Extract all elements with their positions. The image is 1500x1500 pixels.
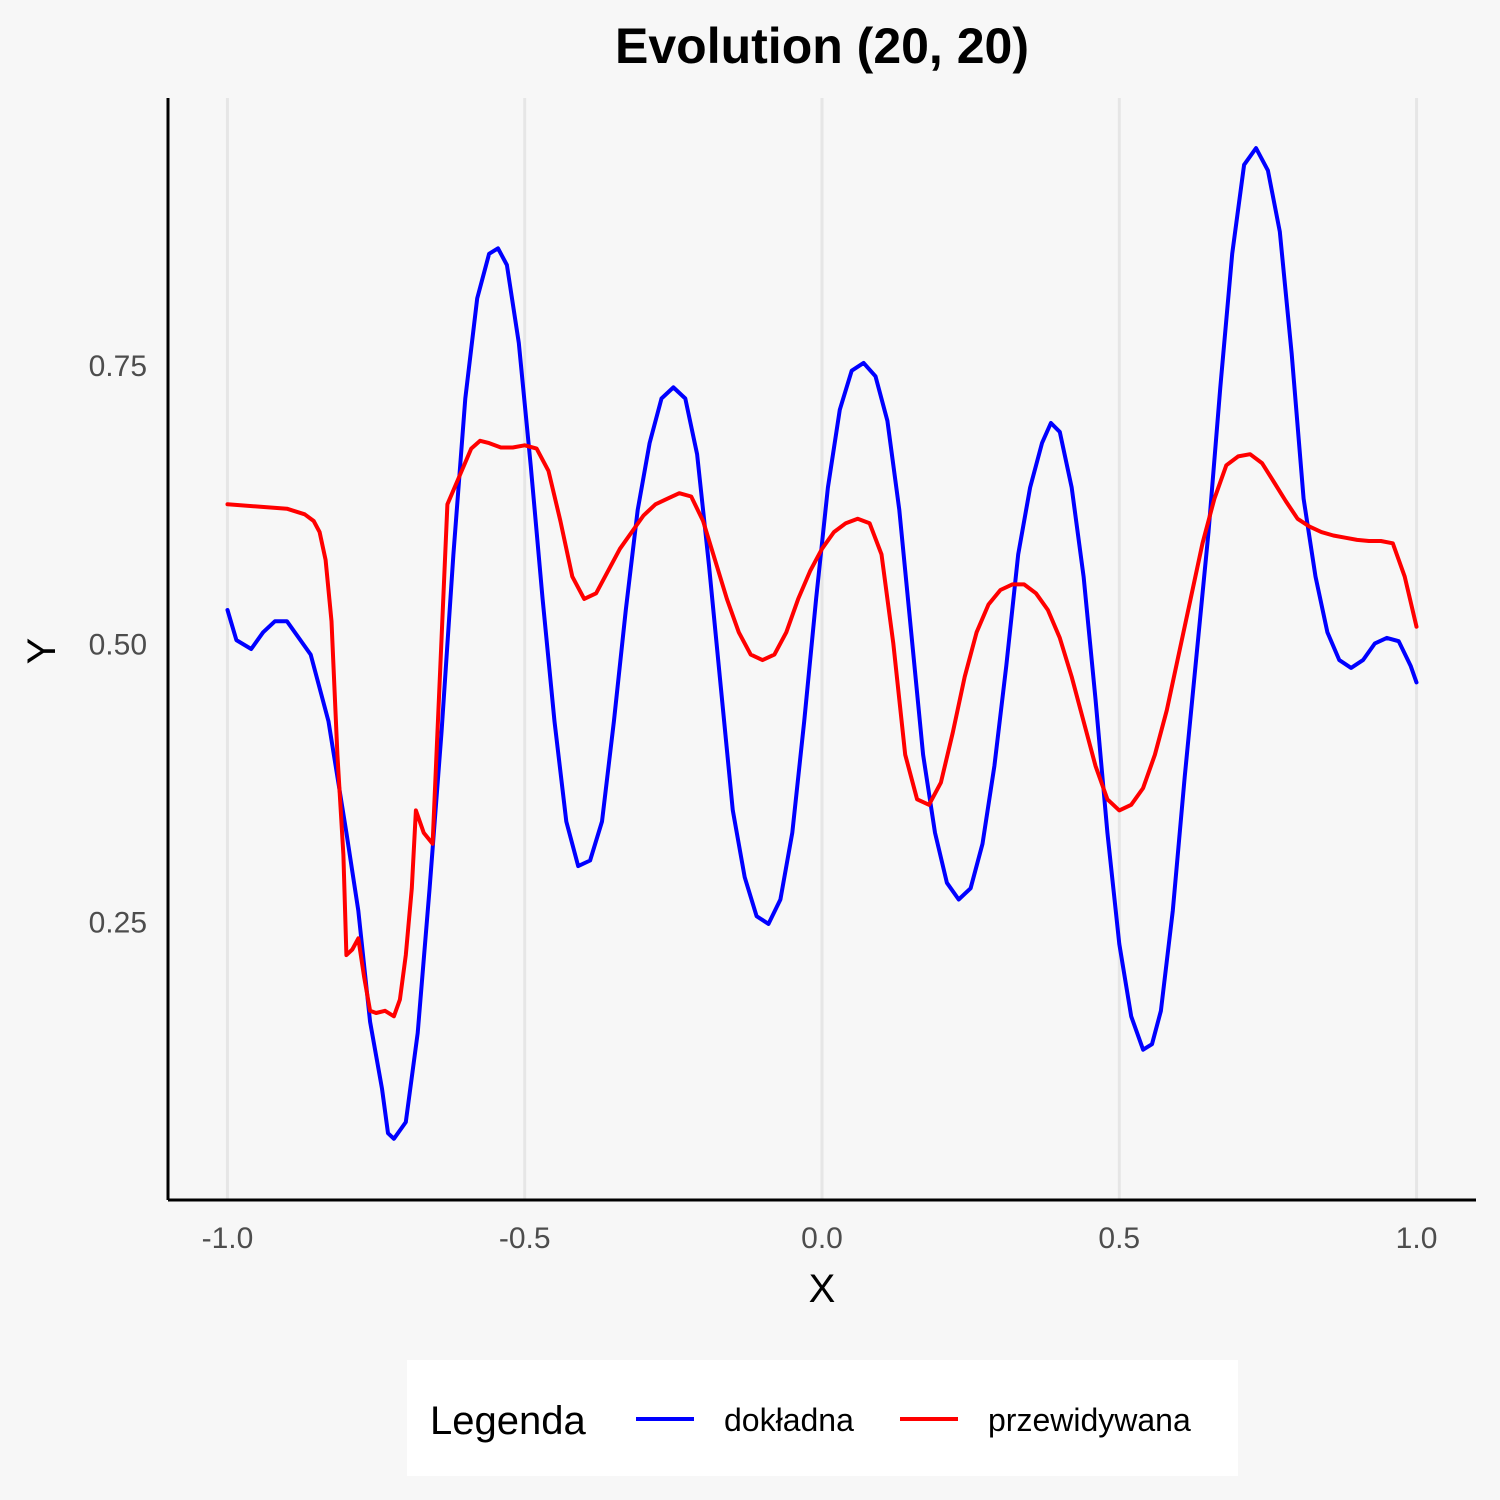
legend-label-dokladna: dokładna bbox=[724, 1402, 854, 1438]
x-tick-label: 0.0 bbox=[801, 1222, 843, 1255]
y-tick-label: 0.50 bbox=[89, 628, 147, 661]
series-line-dokladna bbox=[225, 146, 1419, 1141]
x-tick-label: -1.0 bbox=[202, 1222, 254, 1255]
x-tick-label: 0.5 bbox=[1098, 1222, 1140, 1255]
chart-title: Evolution (20, 20) bbox=[615, 18, 1029, 74]
x-tick-labels: -1.0 -0.5 0.0 0.5 1.0 bbox=[202, 1222, 1438, 1255]
legend-label-przewidywana: przewidywana bbox=[988, 1402, 1191, 1438]
x-tick-label: 1.0 bbox=[1396, 1222, 1438, 1255]
y-tick-label: 0.75 bbox=[89, 350, 147, 383]
legend-box bbox=[407, 1360, 1238, 1476]
plot-series bbox=[225, 146, 1419, 1141]
legend-title: Legenda bbox=[430, 1399, 586, 1443]
x-tick-label: -0.5 bbox=[499, 1222, 551, 1255]
legend: Legenda dokładna przewidywana bbox=[407, 1360, 1238, 1476]
x-axis-title: X bbox=[809, 1267, 836, 1311]
gridlines bbox=[225, 98, 1419, 1200]
y-tick-labels: 0.25 0.50 0.75 bbox=[89, 350, 147, 940]
y-axis-title: Y bbox=[20, 638, 64, 665]
y-tick-label: 0.25 bbox=[89, 907, 147, 940]
series-line-przewidywana bbox=[225, 438, 1419, 1019]
